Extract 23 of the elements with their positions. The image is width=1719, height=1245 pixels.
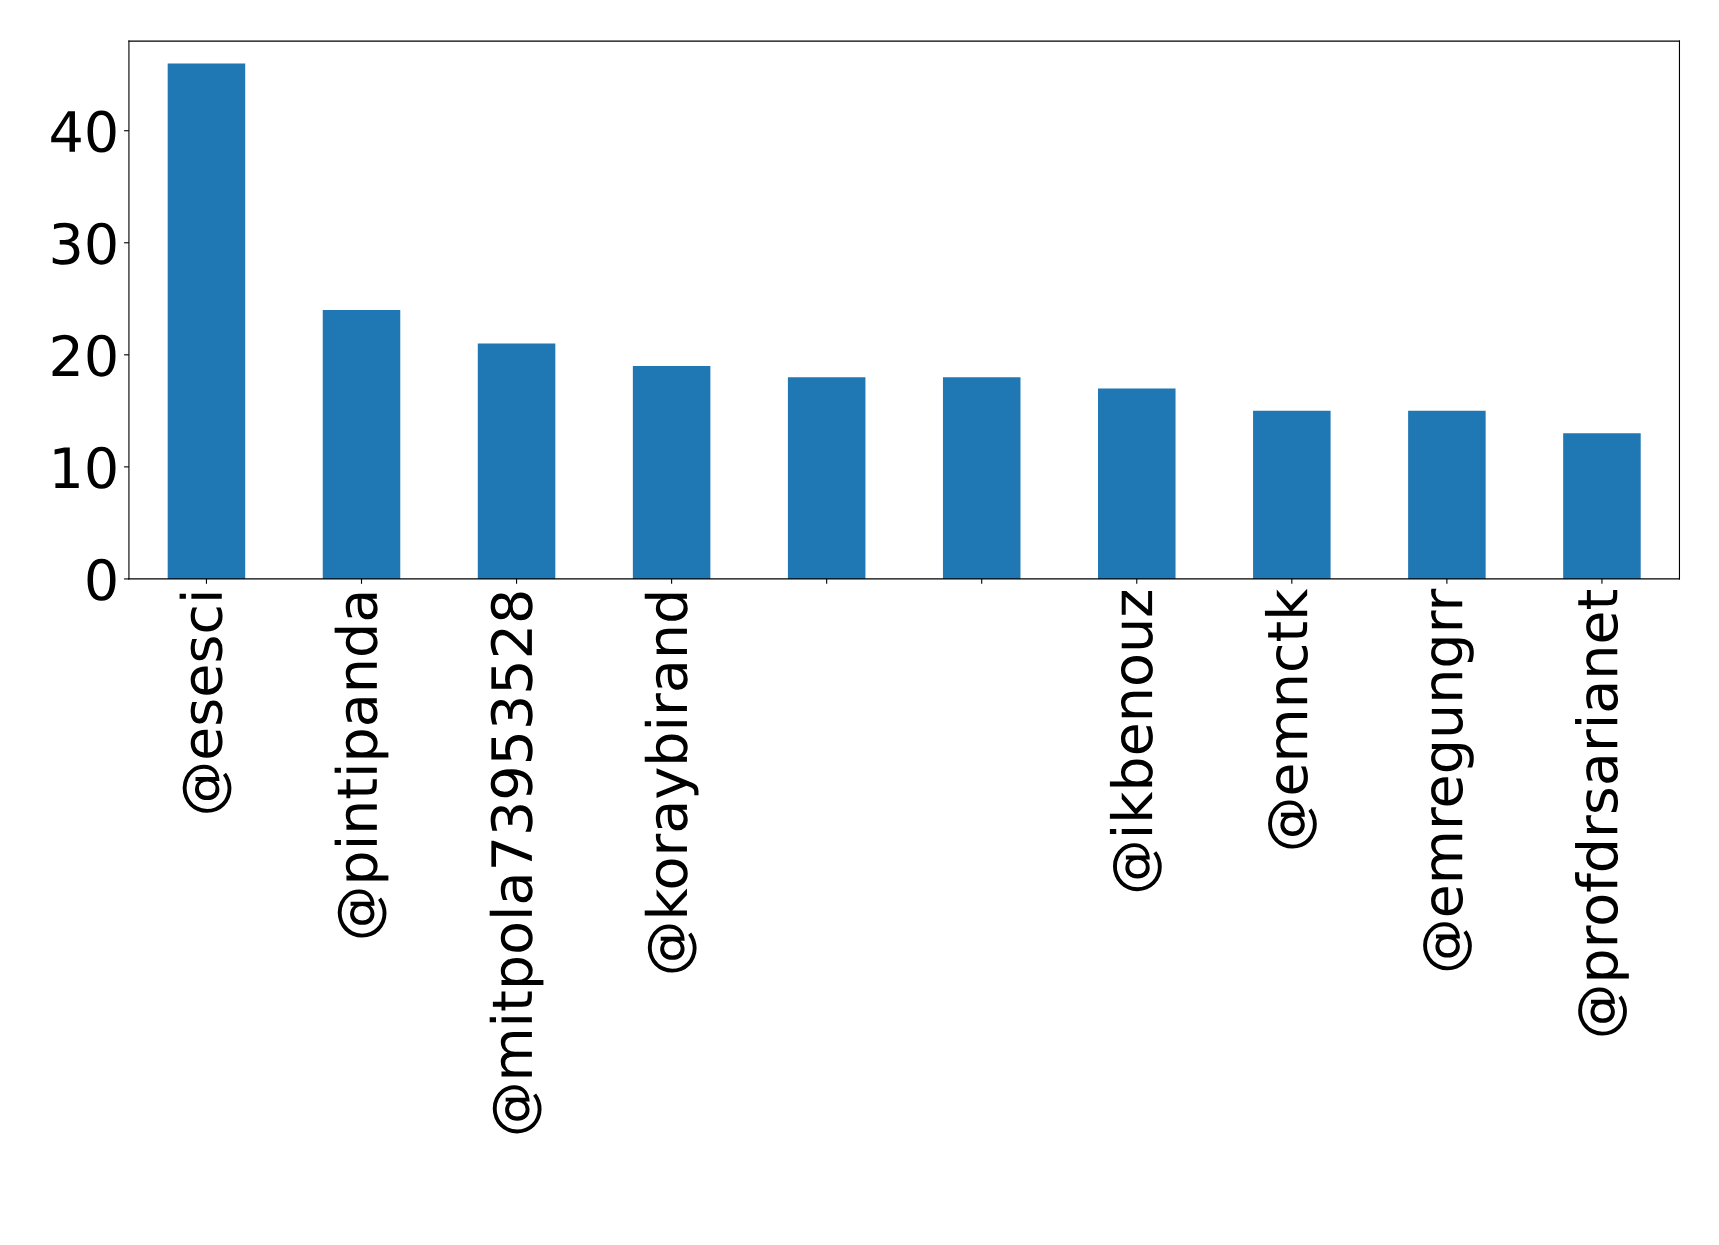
bar bbox=[1098, 388, 1176, 579]
x-tick-label: @ikbenouz bbox=[1109, 591, 1162, 892]
y-tick-label: 10 bbox=[54, 446, 116, 489]
x-tick-label: @esesci bbox=[179, 593, 232, 813]
x-tick-label: @pintipanda bbox=[334, 593, 389, 938]
bar bbox=[167, 63, 246, 579]
bar bbox=[477, 343, 556, 579]
bar bbox=[1253, 410, 1331, 579]
x-tick-label: @koraybirand bbox=[644, 593, 699, 973]
bar bbox=[942, 377, 1021, 579]
x-tick-label: @emregungrr bbox=[1423, 588, 1474, 971]
bar bbox=[1408, 410, 1486, 579]
bar bbox=[787, 377, 866, 579]
bar bbox=[322, 310, 401, 579]
x-tick-label: @profdrsarianet bbox=[1575, 589, 1629, 1036]
bar bbox=[1563, 433, 1641, 579]
y-tick-label: 40 bbox=[51, 110, 116, 153]
y-tick-label: 20 bbox=[52, 334, 116, 377]
x-tick-label: @emnctk bbox=[1264, 588, 1317, 849]
bar bbox=[632, 366, 711, 579]
y-tick-label: 0 bbox=[87, 558, 116, 601]
x-tick-label: @mitpola73953528 bbox=[489, 592, 544, 1134]
y-tick-label: 30 bbox=[52, 222, 116, 265]
